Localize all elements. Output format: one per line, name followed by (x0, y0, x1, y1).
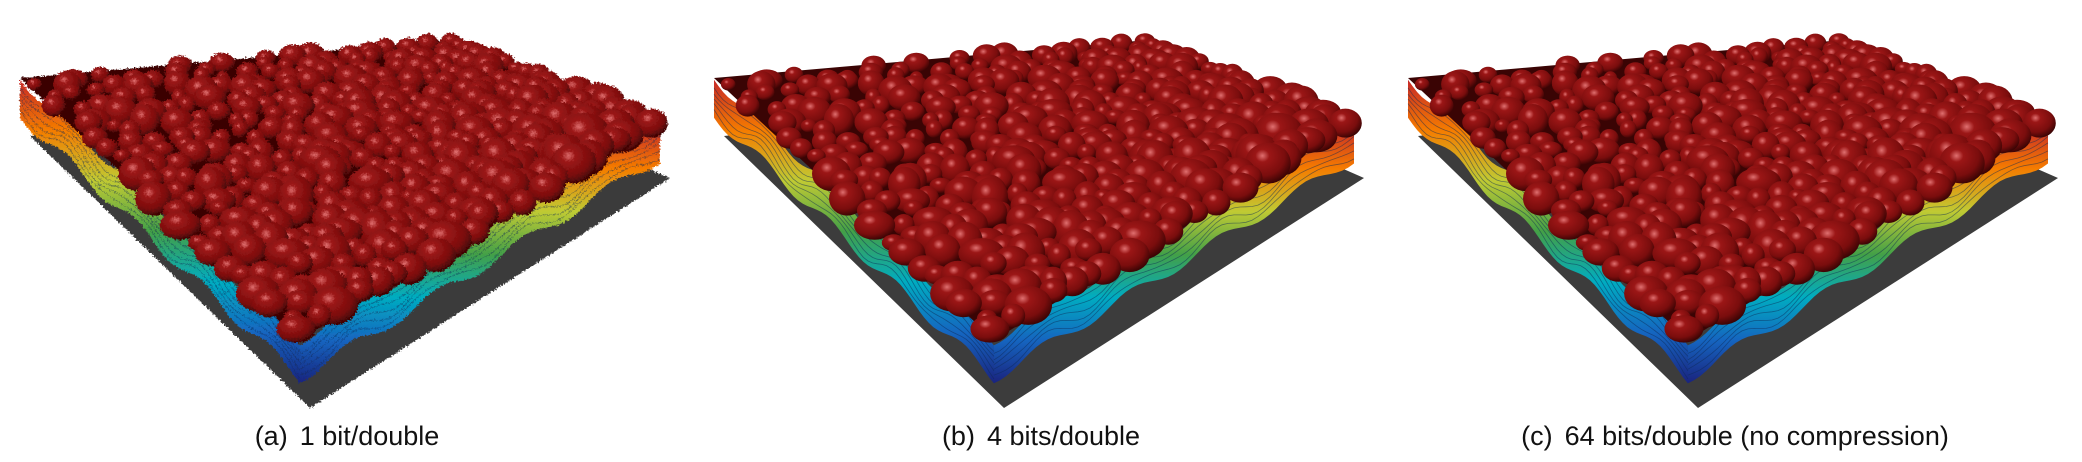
caption-c-tag: (c) (1521, 421, 1553, 451)
contour-line (299, 150, 661, 370)
contour-line (299, 158, 661, 376)
blob-field (720, 33, 1362, 343)
caption-c-text: 64 bits/double (no compression) (1564, 421, 1949, 451)
caption-a-tag: (a) (254, 421, 288, 451)
surface-render-1bit (19, 33, 670, 408)
surface-group (713, 33, 1364, 408)
contour-line (1687, 158, 2049, 376)
contour-line (993, 158, 1355, 376)
surface-render-64bit (1407, 33, 2058, 408)
caption-b: (b) 4 bits/double (694, 416, 1388, 456)
panel-c: (c) 64 bits/double (no compression) (1388, 0, 2082, 462)
slab-side-front (994, 125, 1354, 384)
contour-line (993, 150, 1355, 370)
caption-a: (a) 1 bit/double (0, 416, 694, 456)
surface-group (19, 33, 670, 408)
caption-c: (c) 64 bits/double (no compression) (1388, 416, 2082, 456)
slab-side-left (714, 79, 994, 384)
surface-group (1407, 33, 2058, 408)
contour-line (19, 103, 301, 372)
caption-b-tag: (b) (941, 421, 975, 451)
caption-a-text: 1 bit/double (299, 421, 440, 451)
contour-line (19, 109, 301, 380)
surface-render-4bit (713, 33, 1364, 408)
slab-side-left (20, 79, 300, 384)
panel-a: (a) 1 bit/double (0, 0, 694, 462)
caption-b-text: 4 bits/double (986, 421, 1141, 451)
contour-line (1407, 98, 1689, 364)
contour-line (713, 109, 995, 380)
slab-side-front (300, 125, 660, 384)
blob-field (1414, 33, 2056, 343)
slab-side-left (1408, 79, 1688, 384)
contour-line (1407, 109, 1689, 380)
contour-line (1687, 150, 2049, 370)
blob-field (26, 33, 668, 343)
contour-line (713, 98, 995, 364)
slab-side-front (1688, 125, 2048, 384)
contour-line (1407, 103, 1689, 372)
panel-b: (b) 4 bits/double (694, 0, 1388, 462)
contour-line (19, 98, 301, 364)
contour-line (713, 103, 995, 372)
